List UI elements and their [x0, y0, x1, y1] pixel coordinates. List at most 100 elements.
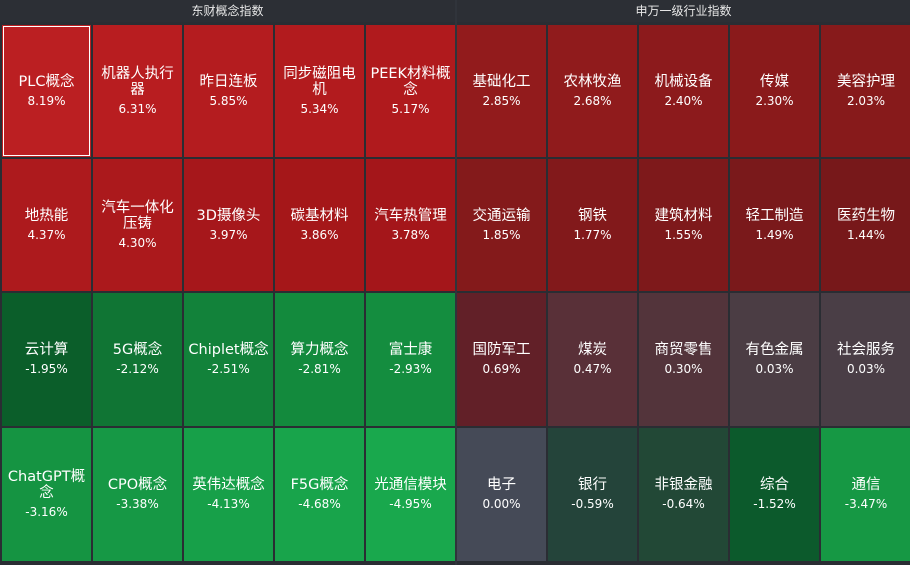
tile-change-value: -0.64%: [662, 497, 705, 511]
tile-change-value: -2.12%: [116, 362, 159, 376]
heatmap-tile[interactable]: 有色金属 0.03%: [730, 293, 819, 426]
heatmap-tile[interactable]: 富士康 -2.93%: [366, 293, 455, 426]
tile-name: 英伟达概念: [192, 477, 265, 493]
panel-header-concept: 东财概念指数: [0, 0, 455, 22]
tile-name: 汽车热管理: [374, 207, 447, 224]
tile-name: F5G概念: [290, 477, 349, 493]
heatmap-tile[interactable]: 银行 -0.59%: [548, 428, 637, 561]
heatmap-tile[interactable]: 5G概念 -2.12%: [93, 293, 182, 426]
tile-name: PEEK材料概念: [370, 65, 451, 98]
heatmap-tile[interactable]: 综合 -1.52%: [730, 428, 819, 561]
tile-change-value: -1.95%: [25, 362, 68, 376]
tile-name: 钢铁: [578, 207, 607, 224]
heatmap-tile[interactable]: 光通信模块 -4.95%: [366, 428, 455, 561]
tile-name: 煤炭: [578, 342, 607, 358]
tile-name: 综合: [760, 477, 789, 493]
heatmap-tile[interactable]: 汽车一体化压铸 4.30%: [93, 159, 182, 291]
heatmap-tile[interactable]: 国防军工 0.69%: [457, 293, 546, 426]
tile-change-value: -1.52%: [753, 497, 796, 511]
heatmap-tile[interactable]: 非银金融 -0.64%: [639, 428, 728, 561]
tile-name: 机械设备: [654, 73, 713, 90]
heatmap-tile[interactable]: 碳基材料 3.86%: [275, 159, 364, 291]
tile-change-value: 1.85%: [482, 227, 521, 242]
tile-change-value: 3.78%: [391, 227, 430, 242]
panel-divider: [455, 0, 457, 565]
heatmap-tile[interactable]: 交通运输 1.85%: [457, 159, 546, 291]
heatmap-tile[interactable]: 同步磁阻电机 5.34%: [275, 25, 364, 157]
tile-change-value: 2.03%: [846, 93, 886, 108]
tile-name: 同步磁阻电机: [283, 65, 356, 98]
tile-name: 地热能: [24, 207, 69, 224]
heatmap-tile[interactable]: 电子 0.00%: [457, 428, 546, 561]
tile-name: 美容护理: [837, 73, 895, 90]
heatmap-tile[interactable]: F5G概念 -4.68%: [275, 428, 364, 561]
heatmap-tile[interactable]: 昨日连板 5.85%: [184, 25, 273, 157]
tile-change-value: 1.44%: [846, 227, 886, 242]
heatmap-tile[interactable]: 医药生物 1.44%: [821, 159, 910, 291]
heatmap-tile[interactable]: 通信 -3.47%: [821, 428, 910, 561]
tile-name: 建筑材料: [654, 207, 713, 224]
tile-name: 5G概念: [112, 342, 163, 358]
heatmap-tile[interactable]: 钢铁 1.77%: [548, 159, 637, 291]
heatmap-tile[interactable]: 算力概念 -2.81%: [275, 293, 364, 426]
tile-change-value: 3.97%: [209, 227, 248, 242]
heatmap-tile[interactable]: 3D摄像头 3.97%: [184, 159, 273, 291]
tile-name: 机器人执行器: [101, 65, 174, 98]
heatmap-tile[interactable]: PEEK材料概念 5.17%: [366, 25, 455, 157]
heatmap-tile[interactable]: 汽车热管理 3.78%: [366, 159, 455, 291]
tile-change-value: -4.68%: [298, 497, 341, 511]
tile-change-value: 4.30%: [118, 235, 157, 250]
tile-change-value: 8.19%: [27, 93, 66, 108]
tile-change-value: 0.03%: [755, 362, 794, 376]
heatmap-tile[interactable]: 轻工制造 1.49%: [730, 159, 819, 291]
tile-change-value: 2.68%: [573, 93, 612, 108]
heatmap-tile[interactable]: 机械设备 2.40%: [639, 25, 728, 157]
heatmap-tile[interactable]: ChatGPT概念 -3.16%: [2, 428, 91, 561]
tile-name: Chiplet概念: [188, 342, 269, 358]
heatmap-tile[interactable]: 美容护理 2.03%: [821, 25, 910, 157]
heatmap-tile[interactable]: 社会服务 0.03%: [821, 293, 910, 426]
tile-name: 非银金融: [654, 477, 713, 493]
heatmap-tile[interactable]: 建筑材料 1.55%: [639, 159, 728, 291]
tile-name: 基础化工: [472, 73, 531, 90]
tile-change-value: -0.59%: [571, 497, 614, 511]
heatmap-tile[interactable]: 煤炭 0.47%: [548, 293, 637, 426]
tile-change-value: 3.86%: [300, 227, 339, 242]
heatmap-tile[interactable]: 商贸零售 0.30%: [639, 293, 728, 426]
tile-change-value: -2.51%: [207, 362, 250, 376]
tile-name: 汽车一体化压铸: [101, 199, 174, 232]
heatmap-tile[interactable]: 机器人执行器 6.31%: [93, 25, 182, 157]
tile-change-value: 0.00%: [482, 497, 521, 511]
tile-change-value: 1.77%: [573, 227, 612, 242]
heatmap-tile[interactable]: 英伟达概念 -4.13%: [184, 428, 273, 561]
heatmap-tile[interactable]: 地热能 4.37%: [2, 159, 91, 291]
heatmap-tile[interactable]: 云计算 -1.95%: [2, 293, 91, 426]
tile-change-value: 2.85%: [482, 93, 521, 108]
tile-name: 社会服务: [837, 342, 895, 358]
tile-name: 光通信模块: [374, 477, 447, 493]
tile-name: ChatGPT概念: [7, 469, 86, 501]
tile-change-value: -4.13%: [207, 497, 250, 511]
panel-header-industry: 申万一级行业指数: [457, 0, 910, 22]
tile-name: 国防军工: [472, 342, 531, 358]
tile-name: 轻工制造: [745, 207, 804, 224]
tile-change-value: 0.03%: [846, 362, 886, 376]
tile-change-value: 5.17%: [391, 101, 430, 116]
tile-name: 3D摄像头: [196, 207, 261, 224]
heatmap-tile[interactable]: PLC概念 8.19%: [2, 25, 91, 157]
tile-name: PLC概念: [18, 73, 75, 90]
tile-change-value: 5.85%: [209, 93, 248, 108]
tile-change-value: 4.37%: [27, 227, 66, 242]
tile-name: 有色金属: [745, 342, 804, 358]
heatmap-tile[interactable]: CPO概念 -3.38%: [93, 428, 182, 561]
tile-change-value: -3.47%: [844, 497, 888, 511]
tile-name: 算力概念: [290, 342, 349, 358]
heatmap-tile[interactable]: 基础化工 2.85%: [457, 25, 546, 157]
heatmap-tile[interactable]: 农林牧渔 2.68%: [548, 25, 637, 157]
tile-name: 通信: [851, 477, 881, 493]
tile-change-value: 0.30%: [664, 362, 703, 376]
tile-change-value: 0.47%: [573, 362, 612, 376]
heatmap-tile[interactable]: 传媒 2.30%: [730, 25, 819, 157]
heatmap-tile[interactable]: Chiplet概念 -2.51%: [184, 293, 273, 426]
